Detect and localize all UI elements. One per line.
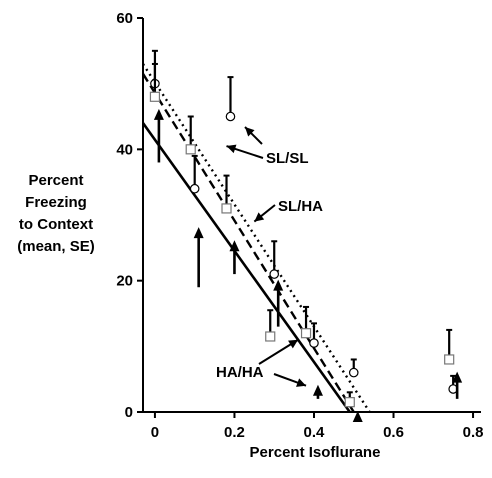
fit-line-sl-ha <box>141 73 355 413</box>
fit-lines <box>141 63 371 413</box>
axes: 0 20 40 60 0 0.2 0.4 0.6 0.8 <box>116 10 483 441</box>
marker-sl-ha <box>221 203 232 214</box>
fit-line-sl-sl <box>141 63 371 413</box>
pointer-sl-ha-head <box>254 212 265 222</box>
marker-sl-sl <box>189 183 200 194</box>
x-tick-label: 0.4 <box>304 424 326 441</box>
marker-sl-ha <box>300 328 312 339</box>
y-tick-label: 60 <box>116 10 133 27</box>
y-axis-label-line: to Context <box>18 216 94 233</box>
x-tick-label: 0.8 <box>463 424 484 441</box>
annotation-label: SL/SL <box>266 150 309 167</box>
fit-line-ha-ha <box>141 122 351 413</box>
pointer-sl-sl-head <box>226 144 237 154</box>
marker-sl-ha <box>185 144 196 155</box>
marker-sl-ha <box>265 331 276 342</box>
x-tick-label: 0.6 <box>383 424 404 441</box>
annotations: SL/SL SL/HA HA/HA <box>216 126 323 387</box>
pointer-ha-ha-2-head <box>296 378 307 387</box>
marker-sl-ha <box>149 91 161 102</box>
marker-sl-sl <box>269 269 280 279</box>
y-tick-label: 0 <box>125 404 133 421</box>
pointer-ha-ha-head <box>288 339 299 349</box>
marker-ha-ha <box>312 384 323 396</box>
annotation-label: SL/HA <box>278 198 323 215</box>
y-axis-label-line: (mean, SE) <box>17 238 95 255</box>
y-axis-label: Percent Freezing to Context (mean, SE) <box>2 170 110 258</box>
marker-ha-ha <box>273 279 284 291</box>
marker-sl-sl <box>309 338 319 348</box>
y-tick-label: 20 <box>116 273 133 290</box>
x-tick-label: 0.2 <box>224 424 245 441</box>
annotation-label: HA/HA <box>216 364 264 381</box>
data-points <box>149 49 463 422</box>
marker-sl-sl <box>348 367 359 378</box>
x-axis-label: Percent Isoflurane <box>249 444 381 461</box>
y-tick-label: 40 <box>116 141 133 158</box>
marker-sl-ha <box>444 354 455 365</box>
x-tick-label: 0 <box>151 424 159 441</box>
marker-sl-ha <box>344 397 355 408</box>
marker-ha-ha <box>193 227 204 239</box>
marker-ha-ha <box>153 108 164 120</box>
y-axis-label-line: Percent <box>28 172 84 189</box>
y-axis-label-line: Freezing <box>25 194 87 211</box>
marker-ha-ha <box>229 240 240 252</box>
marker-ha-ha <box>352 411 363 422</box>
pointer-sl-sl-outlier-head <box>245 127 255 137</box>
marker-sl-sl <box>225 111 236 122</box>
marker-ha-ha <box>452 371 463 383</box>
